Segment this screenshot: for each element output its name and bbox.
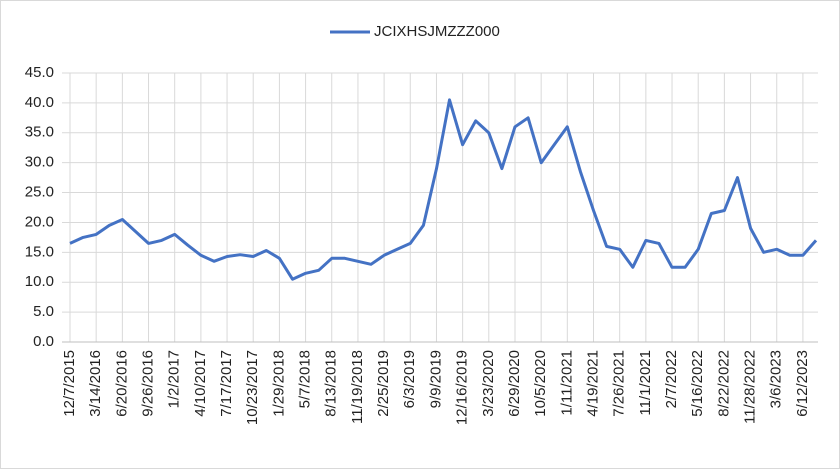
x-tick-label: 1/11/2021 (558, 350, 575, 416)
x-tick-label: 11/19/2018 (349, 350, 366, 424)
legend-label: JCIXHSJMZZZ000 (374, 23, 500, 40)
x-tick-label: 5/7/2018 (297, 350, 314, 408)
y-tick-label: 25.0 (25, 184, 54, 201)
x-tick-label: 10/5/2020 (532, 350, 549, 417)
x-tick-label: 5/16/2022 (689, 350, 706, 417)
x-tick-label: 6/29/2020 (506, 350, 523, 417)
x-tick-label: 2/25/2019 (375, 350, 392, 417)
x-tick-label: 10/23/2017 (244, 350, 261, 425)
y-tick-label: 0.0 (33, 333, 54, 350)
x-tick-label: 2/7/2022 (663, 350, 680, 408)
x-tick-label: 6/20/2016 (113, 350, 130, 417)
y-tick-label: 10.0 (25, 273, 54, 290)
x-tick-label: 4/19/2021 (584, 350, 601, 417)
y-tick-label: 30.0 (25, 154, 54, 171)
x-tick-label: 8/13/2018 (323, 350, 340, 417)
x-tick-label: 11/1/2021 (637, 350, 654, 416)
data-line (69, 98, 818, 281)
x-tick-label: 1/2/2017 (166, 350, 183, 408)
y-tick-label: 20.0 (25, 213, 54, 230)
x-tick-label: 1/29/2018 (270, 350, 287, 417)
x-tick-label: 7/17/2017 (218, 350, 235, 417)
x-tick-label: 12/16/2019 (454, 350, 471, 425)
x-tick-label: 11/28/2022 (742, 350, 759, 424)
x-tick-label: 9/26/2016 (139, 350, 156, 417)
x-tick-label: 3/23/2020 (480, 350, 497, 417)
x-tick-label: 6/12/2023 (794, 350, 811, 417)
x-tick-label: 7/26/2021 (611, 350, 628, 417)
y-tick-label: 5.0 (33, 303, 54, 320)
x-tick-label: 3/14/2016 (87, 350, 104, 417)
x-tick-label: 9/9/2019 (427, 350, 444, 408)
x-tick-label: 6/3/2019 (401, 350, 418, 408)
x-tick-label: 12/7/2015 (61, 350, 78, 417)
x-tick-label: 4/10/2017 (192, 350, 209, 417)
x-tick-label: 8/22/2022 (715, 350, 732, 417)
y-tick-label: 45.0 (25, 64, 54, 81)
y-tick-label: 40.0 (25, 94, 54, 111)
x-tick-label: 3/6/2023 (768, 350, 785, 408)
y-tick-label: 15.0 (25, 243, 54, 260)
y-tick-label: 35.0 (25, 124, 54, 141)
